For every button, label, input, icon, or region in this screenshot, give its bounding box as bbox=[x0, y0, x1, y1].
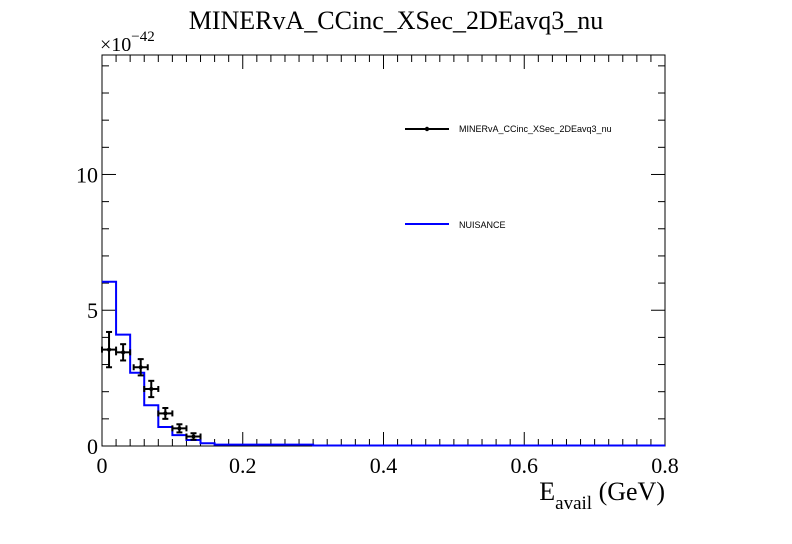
data-point bbox=[157, 406, 174, 420]
legend-data-marker bbox=[424, 126, 430, 132]
data-marker bbox=[177, 426, 182, 431]
y-exponent-prefix: ×10 bbox=[100, 34, 131, 56]
data-points-layer bbox=[101, 330, 202, 441]
y-exponent-label: ×10−42 bbox=[100, 29, 155, 56]
x-axis-label: Eavail (GeV) bbox=[539, 477, 665, 514]
y-tick-label: 0 bbox=[87, 434, 98, 459]
legend-entry-data: MINERvA_CCinc_XSec_2DEavq3_nu bbox=[405, 124, 612, 134]
x-tick-label: 0 bbox=[97, 453, 108, 478]
data-point bbox=[115, 343, 132, 362]
x-axis-label-sub: avail bbox=[555, 493, 592, 514]
data-marker bbox=[121, 350, 126, 355]
legend: MINERvA_CCinc_XSec_2DEavq3_nu NUISANCE bbox=[405, 124, 612, 230]
legend-entry-nuisance: NUISANCE bbox=[405, 220, 506, 230]
histogram-layer bbox=[102, 280, 665, 447]
nuisance-histogram bbox=[102, 280, 665, 447]
x-axis-label-main: E bbox=[539, 477, 555, 506]
data-point bbox=[171, 423, 188, 434]
legend-nuisance-label: NUISANCE bbox=[459, 220, 506, 230]
data-marker bbox=[107, 347, 112, 352]
x-axis-label-unit: (GeV) bbox=[592, 477, 665, 506]
plot-frame bbox=[101, 54, 666, 447]
x-tick-label: 0.4 bbox=[370, 453, 398, 478]
x-tick-label: 0.8 bbox=[651, 453, 679, 478]
y-tick-label: 5 bbox=[87, 298, 98, 323]
data-marker bbox=[138, 365, 143, 370]
y-tick-label: 10 bbox=[76, 162, 98, 187]
data-point bbox=[132, 358, 149, 377]
legend-data-label: MINERvA_CCinc_XSec_2DEavq3_nu bbox=[459, 124, 612, 134]
x-tick-label: 0.6 bbox=[511, 453, 539, 478]
ticks-layer: 0 0.2 0.4 0.6 0.8 0 5 10 bbox=[76, 55, 679, 478]
y-exponent-power: −42 bbox=[131, 29, 154, 45]
data-marker bbox=[163, 411, 168, 416]
data-marker bbox=[191, 434, 196, 439]
data-point bbox=[143, 379, 160, 399]
data-point bbox=[185, 432, 202, 441]
data-marker bbox=[149, 386, 154, 391]
chart-title: MINERvA_CCinc_XSec_2DEavq3_nu bbox=[189, 6, 604, 35]
x-tick-label: 0.2 bbox=[229, 453, 257, 478]
